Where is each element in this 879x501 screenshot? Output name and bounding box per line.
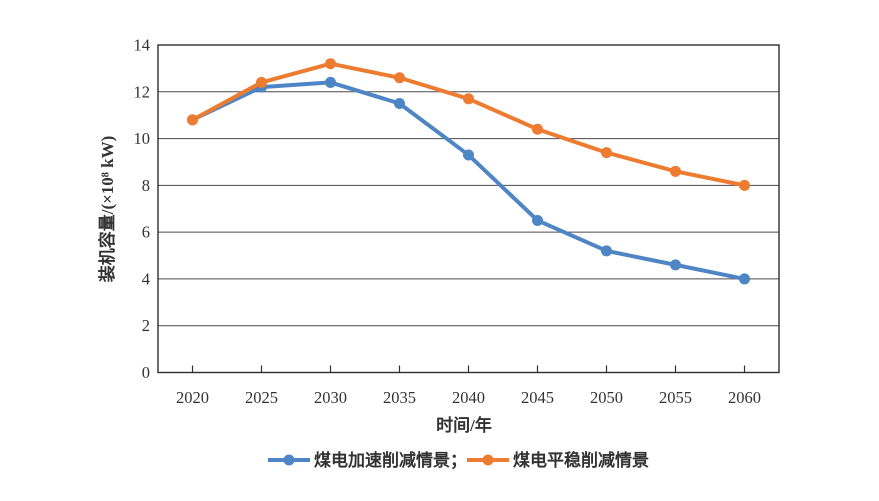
x-tick-label-2045: 2045: [521, 388, 554, 407]
x-tick-label-2035: 2035: [383, 388, 416, 407]
data-point-marker: [325, 76, 336, 88]
y-tick-label-0: 0: [142, 363, 150, 382]
data-point-marker: [739, 273, 750, 285]
x-tick-label-2060: 2060: [728, 388, 761, 407]
y-tick-label-10: 10: [134, 129, 151, 148]
data-point-marker: [601, 245, 612, 257]
data-point-marker: [325, 58, 336, 70]
data-point-marker: [463, 149, 474, 161]
series-line-1: [190, 61, 747, 188]
series-line-0: [190, 80, 747, 281]
data-point-marker: [394, 72, 405, 84]
x-tick-label-2040: 2040: [452, 388, 485, 407]
legend-label-steady: 煤电平稳削减情景: [513, 450, 649, 470]
x-tick-label-2025: 2025: [245, 388, 278, 407]
plot-area: [157, 44, 780, 374]
y-tick-label-6: 6: [142, 223, 150, 242]
data-point-marker: [601, 147, 612, 159]
x-tick-label-2055: 2055: [659, 388, 692, 407]
legend: 煤电加速削减情景； 煤电平稳削减情景: [268, 450, 649, 470]
data-point-marker: [256, 76, 267, 88]
x-axis-title: 时间/年: [436, 415, 492, 435]
legend-marker-steady-icon: [482, 454, 494, 466]
x-axis-labels: 2020 2025 2030 2035 2040 2045 2050 2055 …: [176, 388, 761, 407]
y-axis-title: 装机容量/(×10⁸ kW): [97, 136, 117, 284]
legend-marker-accelerated-icon: [283, 454, 295, 466]
legend-label-accelerated: 煤电加速削减情景；: [314, 450, 467, 470]
x-tick-label-2030: 2030: [314, 388, 347, 407]
x-tick-label-2050: 2050: [590, 388, 623, 407]
data-point-marker: [532, 123, 543, 135]
y-tick-label-12: 12: [134, 82, 151, 101]
y-tick-label-14: 14: [134, 36, 151, 55]
y-tick-label-4: 4: [142, 269, 150, 288]
data-point-marker: [463, 93, 474, 105]
data-point-marker: [394, 97, 405, 109]
y-axis-labels: 0 2 4 6 8 10 12 14: [134, 36, 151, 383]
data-point-marker: [670, 259, 681, 271]
data-point-marker: [739, 179, 750, 191]
y-tick-label-8: 8: [142, 176, 150, 195]
x-tick-label-2020: 2020: [176, 388, 209, 407]
data-point-marker: [187, 114, 198, 126]
y-tick-label-2: 2: [142, 316, 150, 335]
data-point-marker: [532, 214, 543, 226]
data-point-marker: [670, 165, 681, 177]
